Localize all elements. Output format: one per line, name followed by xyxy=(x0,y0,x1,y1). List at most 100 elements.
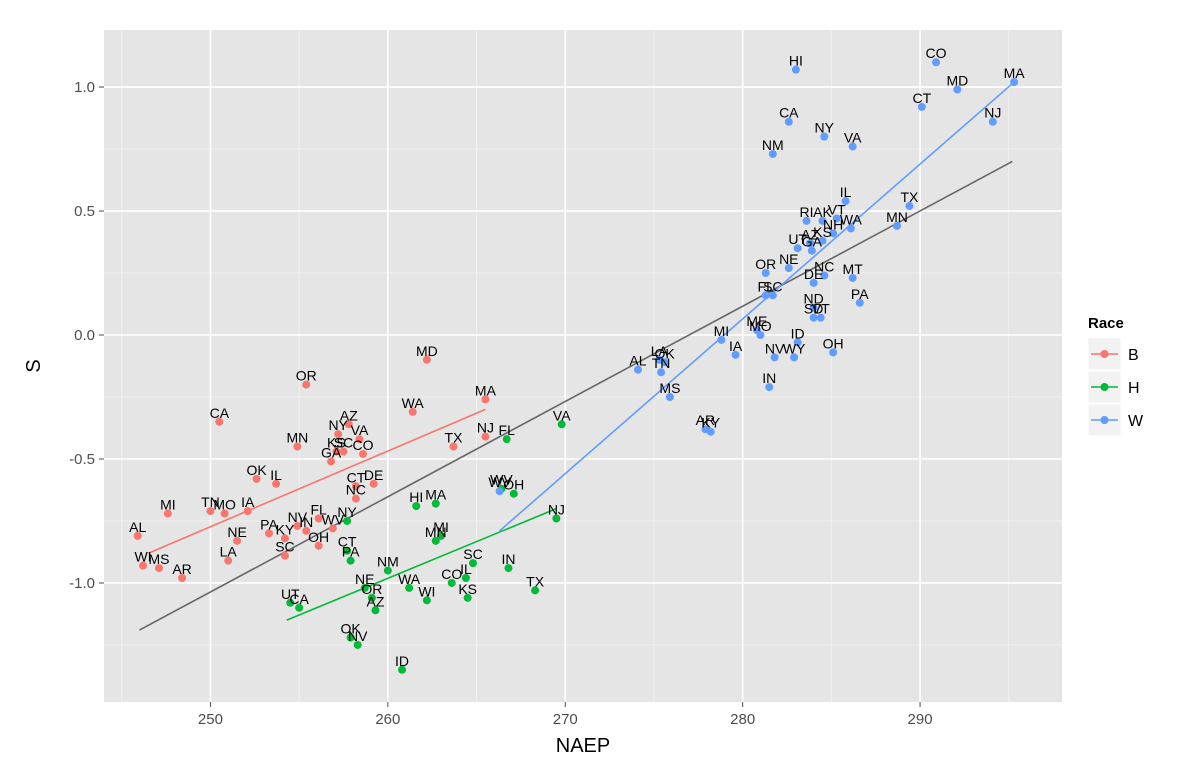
data-point-B xyxy=(243,507,252,516)
point-label: NY xyxy=(337,504,357,520)
data-point-H xyxy=(431,536,440,545)
x-axis-ticks: 250 260 270 280 290 xyxy=(198,702,933,728)
point-label: KS xyxy=(813,224,832,240)
point-label: KY xyxy=(276,521,295,537)
point-label: MI xyxy=(160,497,176,513)
data-point-W xyxy=(791,65,800,74)
point-label: LA xyxy=(220,544,238,560)
point-label: OK xyxy=(340,621,361,637)
data-point-B xyxy=(272,479,281,488)
point-label: NE xyxy=(779,251,798,267)
data-point-W xyxy=(818,216,827,225)
point-label: AZ xyxy=(366,593,384,609)
point-label: NJ xyxy=(984,105,1001,121)
point-label: MA xyxy=(425,487,447,503)
data-point-B xyxy=(302,380,311,389)
data-point-W xyxy=(829,348,838,357)
data-point-W xyxy=(807,246,816,255)
point-label: NC xyxy=(346,482,366,498)
data-point-W xyxy=(829,229,838,238)
data-point-B xyxy=(481,432,490,441)
point-label: NM xyxy=(377,554,399,570)
point-label: PA xyxy=(342,544,360,560)
data-point-H xyxy=(353,640,362,649)
data-point-H xyxy=(447,578,456,587)
data-point-H xyxy=(437,531,446,540)
data-point-H xyxy=(295,603,304,612)
point-label: MI xyxy=(714,323,730,339)
data-point-H xyxy=(557,420,566,429)
data-point-B xyxy=(178,574,187,583)
point-label: OH xyxy=(308,529,329,545)
data-point-W xyxy=(809,278,818,287)
legend-label: H xyxy=(1128,380,1140,397)
data-point-W xyxy=(765,383,774,392)
data-point-W xyxy=(665,392,674,401)
data-point-B xyxy=(280,534,289,543)
data-point-B xyxy=(355,435,364,444)
point-label: MA xyxy=(1004,65,1026,81)
data-point-H xyxy=(383,566,392,575)
point-label: SC xyxy=(763,278,782,294)
point-label: HI xyxy=(789,53,803,69)
point-label: AR xyxy=(696,412,715,428)
data-point-W xyxy=(848,142,857,151)
x-axis-title: NAEP xyxy=(556,735,610,757)
data-point-W xyxy=(784,264,793,273)
data-point-B xyxy=(314,514,323,523)
point-label: MN xyxy=(286,430,308,446)
data-point-H xyxy=(469,559,478,568)
point-label: AR xyxy=(172,561,191,577)
legend-label: B xyxy=(1128,347,1139,364)
point-label: WI xyxy=(134,549,151,565)
data-point-B xyxy=(334,430,343,439)
data-point-B xyxy=(351,494,360,503)
data-point-W xyxy=(855,298,864,307)
y-tick-label: -1.0 xyxy=(69,575,95,592)
y-tick-label: 0.5 xyxy=(74,203,95,220)
point-label: OR xyxy=(755,256,776,272)
point-label: AZ xyxy=(340,407,358,423)
point-label: MD xyxy=(946,73,968,89)
data-point-W xyxy=(809,303,818,312)
point-label: SC xyxy=(275,539,294,555)
point-label: IA xyxy=(241,494,255,510)
point-label: UT xyxy=(788,231,807,247)
point-label: NH xyxy=(823,216,843,232)
data-point-W xyxy=(770,353,779,362)
data-point-H xyxy=(509,489,518,498)
point-label: MO xyxy=(213,497,236,513)
point-label: SC xyxy=(463,546,482,562)
point-label: IA xyxy=(729,338,743,354)
data-point-W xyxy=(768,149,777,158)
point-label: OK xyxy=(654,345,675,361)
point-label: LA xyxy=(651,343,669,359)
data-point-W xyxy=(818,236,827,245)
y-axis-title: S xyxy=(23,359,45,372)
point-label: MO xyxy=(749,318,772,334)
data-point-H xyxy=(504,564,513,573)
point-label: FL xyxy=(310,502,327,518)
point-label: IN xyxy=(299,514,313,530)
point-label: CA xyxy=(289,591,309,607)
data-point-B xyxy=(449,442,458,451)
data-point-B xyxy=(163,509,172,518)
data-point-W xyxy=(820,132,829,141)
data-point-B xyxy=(359,450,368,459)
data-point-W xyxy=(802,216,811,225)
data-point-B xyxy=(328,524,337,533)
minor-gridlines xyxy=(104,30,1062,702)
point-label: CO xyxy=(926,45,947,61)
data-point-B xyxy=(252,474,261,483)
data-point-W xyxy=(657,368,666,377)
data-point-H xyxy=(463,593,472,602)
point-label: WV xyxy=(322,511,345,527)
point-label: SC xyxy=(334,435,353,451)
point-label: NY xyxy=(815,120,835,136)
data-point-H xyxy=(371,606,380,615)
point-label: ND xyxy=(804,291,824,307)
data-point-H xyxy=(346,556,355,565)
point-label: ID xyxy=(791,325,805,341)
point-label: NV xyxy=(348,628,368,644)
